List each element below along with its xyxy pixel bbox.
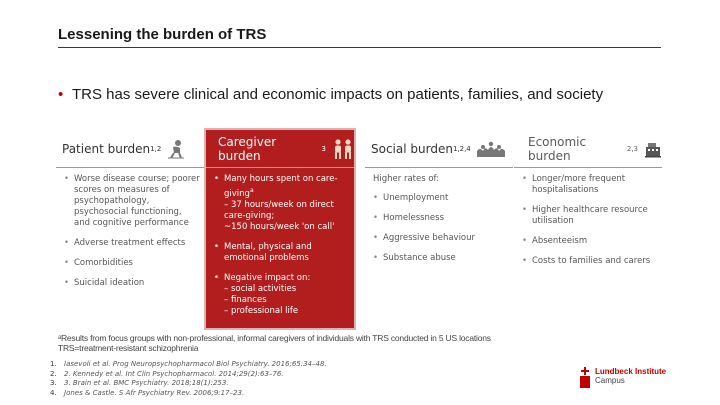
reference-item: 3. 3. Brain et al. BMC Psychiatry. 2018;…	[50, 379, 380, 389]
caregiver-subitem: ~150 hours/week 'on call'	[224, 221, 335, 232]
reference-number: 3.	[50, 379, 57, 388]
social-intro: Higher rates of:	[373, 174, 440, 184]
reference-text: 3. Brain et al. BMC Psychiatry. 2018;18(…	[64, 379, 229, 388]
lead-text: TRS has severe clinical and economic imp…	[72, 86, 604, 103]
seated-person-icon	[167, 139, 185, 159]
patient-burden-title: Patient burden	[62, 141, 151, 156]
two-people-icon	[332, 138, 354, 160]
list-item: Costs to families and carers	[522, 256, 658, 267]
reference-item: 1. Iasevoli et al. Prog Neuropsychopharm…	[50, 360, 380, 370]
title-divider	[58, 47, 661, 48]
caregiver-item-main: Mental, physical and emotional problems	[224, 241, 312, 263]
list-item: Substance abuse	[373, 253, 509, 264]
list-item: Mental, physical and emotional problems	[214, 242, 350, 264]
caregiver-burden-panel: Caregiver burden 3 Many hours spent on ca…	[206, 130, 354, 328]
list-item: Homelessness	[373, 213, 509, 224]
reference-number: 2.	[50, 369, 57, 378]
patient-burden-refs: 1,2	[150, 144, 162, 153]
patient-header-rule	[56, 167, 204, 168]
caregiver-subitem: – social activities	[224, 283, 297, 294]
economic-burden-panel: Economic burden 2,3 Longer/more frequent …	[514, 130, 662, 328]
slide-title: Lessening the burden of TRS	[58, 26, 267, 43]
cash-register-icon	[644, 140, 662, 158]
list-item: Longer/more frequent hospitalisations	[522, 174, 658, 196]
economic-burden-list: Longer/more frequent hospitalisations Hi…	[514, 174, 662, 267]
caregiver-burden-list: Many hours spent on care-givinga – 37 ho…	[206, 174, 354, 317]
social-header-rule	[365, 167, 513, 168]
crowd-icon	[476, 141, 505, 157]
footnote-line: TRS=treatment-resistant schizophrenia	[58, 342, 199, 353]
list-item: Adverse treatment effects	[64, 238, 200, 249]
lead-bullet: •	[58, 86, 64, 103]
reference-text: Iasevoli et al. Prog Neuropsychopharmaco…	[64, 360, 327, 368]
economic-header-rule	[514, 167, 662, 168]
caregiver-item-main: Negative impact on:	[224, 272, 311, 283]
caregiver-subitem: – finances	[224, 294, 267, 305]
lundbeck-mark-icon	[580, 367, 590, 388]
caregiver-subitem: – professional life	[224, 305, 299, 316]
patient-burden-list: Worse disease course; poorer scores on m…	[56, 174, 204, 289]
lead-statement: • TRS has severe clinical and economic i…	[58, 86, 668, 103]
social-burden-list: Unemployment Homelessness Aggressive beh…	[365, 193, 513, 264]
footnote-line: ᵃResults from focus groups with non-prof…	[58, 333, 491, 343]
reference-item: 2. 2. Kennedy et al. Int Clin Psychophar…	[50, 370, 380, 380]
list-item: Unemployment	[373, 193, 509, 204]
social-burden-title: Social burden	[371, 141, 453, 156]
list-item: Aggressive behaviour	[373, 233, 509, 244]
caregiver-burden-refs: 3	[321, 144, 326, 153]
caregiver-header-rule	[206, 167, 354, 168]
list-item: Many hours spent on care-givinga – 37 ho…	[214, 174, 350, 233]
list-item: Suicidal ideation	[64, 278, 200, 289]
reference-number: 4.	[50, 388, 57, 397]
reference-item: 4. Jones & Castle. S Afr Psychiatry Rev.…	[50, 389, 380, 399]
economic-burden-title: Economic burden	[528, 134, 587, 163]
reference-text: Jones & Castle. S Afr Psychiatry Rev. 20…	[64, 388, 245, 397]
caregiver-burden-header: Caregiver burden 3	[206, 130, 354, 167]
list-item: Comorbidities	[64, 258, 200, 269]
reference-list: 1. Iasevoli et al. Prog Neuropsychopharm…	[50, 360, 380, 398]
reference-number: 1.	[50, 360, 57, 368]
economic-burden-refs: 2,3	[626, 144, 638, 153]
reference-text: 2. Kennedy et al. Int Clin Psychopharmac…	[64, 369, 284, 378]
list-item: Absenteeism	[522, 236, 658, 247]
list-item: Higher healthcare resource utilisation	[522, 205, 658, 227]
caregiver-item-sup: a	[249, 187, 254, 194]
logo-line2: Campus	[595, 376, 625, 385]
list-item: Negative impact on: – social activities …	[214, 273, 350, 317]
caregiver-item-main: Many hours spent on care-giving	[224, 174, 338, 199]
list-item: Worse disease course; poorer scores on m…	[64, 174, 200, 229]
social-burden-header: Social burden 1,2,4	[365, 130, 513, 167]
economic-burden-header: Economic burden 2,3	[514, 130, 662, 167]
caregiver-burden-title: Caregiver burden	[218, 134, 277, 163]
logo-line1: Lundbeck Institute	[595, 367, 667, 376]
patient-burden-header: Patient burden 1,2	[56, 130, 204, 167]
social-burden-refs: 1,2,4	[452, 144, 471, 153]
caregiver-subitem: – 37 hours/week on direct care-giving;	[224, 199, 334, 221]
footnote: ᵃResults from focus groups with non-prof…	[58, 333, 618, 353]
lundbeck-logo: Lundbeck Institute Campus	[578, 367, 666, 389]
